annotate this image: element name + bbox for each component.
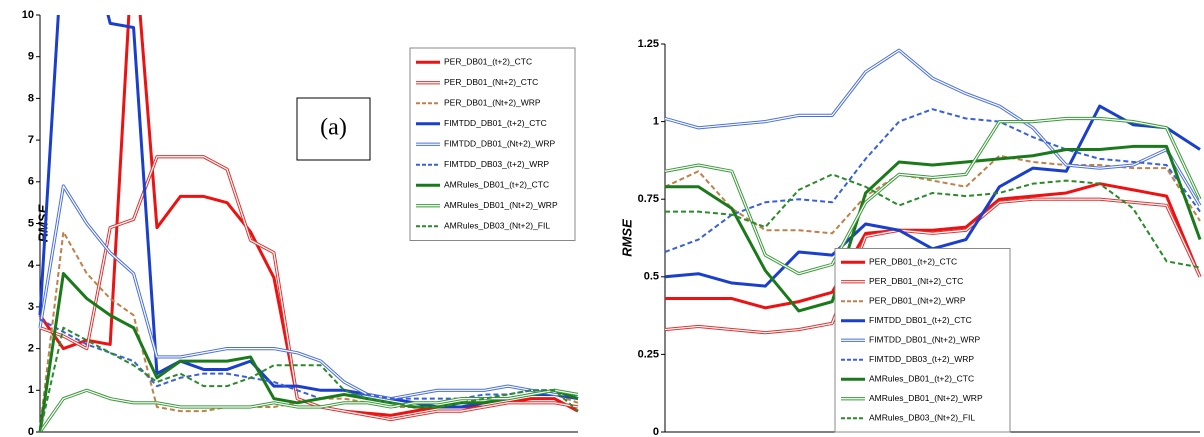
y-tick-label: 1 xyxy=(28,384,34,396)
y-tick-label: 10 xyxy=(22,9,34,21)
line-inner xyxy=(664,117,1201,275)
y-tick-label: 1 xyxy=(653,116,659,128)
y-tick-label: 3 xyxy=(28,301,34,313)
line xyxy=(39,326,579,432)
legend-label: AMRules_DB01_(Nt+2)_WRP xyxy=(444,200,558,210)
y-tick-label: 0.5 xyxy=(644,271,659,283)
annotation: (a) xyxy=(320,115,347,141)
line xyxy=(664,48,1202,207)
legend-label: FIMTDD_DB01_(t+2)_CTC xyxy=(444,118,547,128)
y-tick-label: 0.25 xyxy=(638,348,659,360)
line xyxy=(665,144,1202,313)
y-tick-label: 2 xyxy=(28,343,34,355)
legend-label: FIMTDD_DB01_(Nt+2)_WRP xyxy=(869,335,981,345)
line xyxy=(39,318,579,400)
line xyxy=(38,272,579,432)
legend-label: FIMTDD_DB01_(t+2)_CTC xyxy=(869,315,972,325)
y-tick-label: 1.25 xyxy=(638,38,659,50)
line xyxy=(665,173,1201,269)
line xyxy=(664,108,1201,253)
legend-label: AMRules_DB01_(t+2)_CTC xyxy=(444,180,549,190)
legend-label: FIMTDD_DB01_(Nt+2)_WRP xyxy=(444,139,556,149)
legend-label: PER_DB01_(Nt+2)_CTC xyxy=(869,276,963,286)
legend-label: PER_DB01_(Nt+2)_WRP xyxy=(869,296,966,306)
line-inner xyxy=(39,185,578,400)
legend-label: AMRules_DB03_(Nt+2)_FIL xyxy=(444,221,550,231)
legend-label: PER_DB01_(Nt+2)_WRP xyxy=(444,98,541,108)
legend-label: AMRules_DB01_(Nt+2)_WRP xyxy=(869,393,983,403)
y-tick-label: 6 xyxy=(28,176,34,188)
legend-label: PER_DB01_(Nt+2)_CTC xyxy=(444,77,538,87)
y-tick-label: 5 xyxy=(28,217,34,229)
line-inner xyxy=(664,49,1201,206)
y-tick-label: 0 xyxy=(28,426,34,437)
legend-label: PER_DB01_(t+2)_CTC xyxy=(869,257,957,267)
y-tick-label: 9 xyxy=(28,51,34,63)
line-inner xyxy=(39,156,579,421)
y-tick-label: 0.75 xyxy=(638,193,659,205)
y-tick-label: 8 xyxy=(28,92,34,104)
y-axis-label: RMSE xyxy=(619,219,634,257)
y-tick-label: 7 xyxy=(28,134,34,146)
legend-label: FIMTDD_DB03_(t+2)_WRP xyxy=(444,159,549,169)
line xyxy=(665,182,1202,310)
y-axis-label: RMSE xyxy=(35,204,50,242)
line-inner xyxy=(664,198,1201,334)
y-tick-label: 0 xyxy=(653,426,659,437)
plot-lines xyxy=(38,15,579,432)
legend-label: AMRules_DB03_(Nt+2)_FIL xyxy=(869,413,975,423)
legend-label: AMRules_DB01_(t+2)_CTC xyxy=(869,374,974,384)
legend-label: PER_DB01_(t+2)_CTC xyxy=(444,57,532,67)
legend-label: FIMTDD_DB03_(t+2)_WRP xyxy=(869,354,974,364)
annotation-box xyxy=(296,97,371,161)
y-tick-label: 4 xyxy=(28,259,35,271)
